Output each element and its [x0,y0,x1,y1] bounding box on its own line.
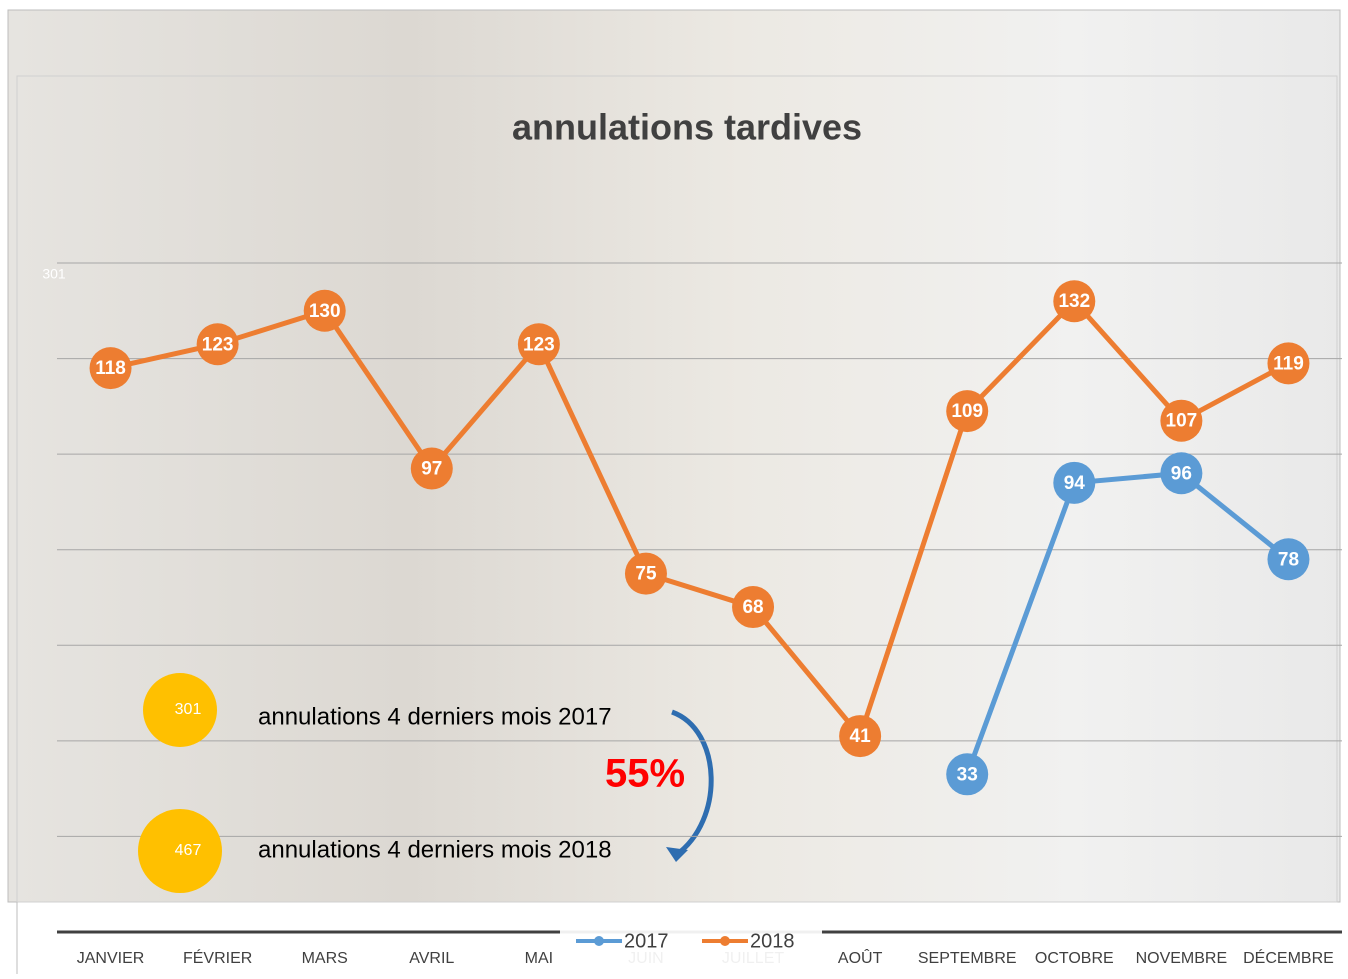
annotation-bubble [143,673,217,747]
x-tick-label: NOVEMBRE [1136,950,1228,967]
data-point [89,347,132,390]
data-point [946,390,989,433]
data-point [1053,461,1096,504]
data-point [1267,342,1310,385]
annotation: annulations 4 derniers mois 2018 [258,836,612,863]
data-label: 94 [1064,473,1086,494]
data-point [517,323,560,366]
data-label: 123 [523,334,555,355]
data-point [946,753,989,796]
data-label: 97 [421,458,442,479]
x-tick-label: DÉCEMBRE [1243,948,1334,967]
data-label: 132 [1058,291,1090,312]
legend-label: 2017 [624,930,669,952]
annotation: 467 [175,842,202,859]
x-tick-label: JANVIER [77,950,145,967]
data-label: 109 [951,401,983,422]
arrow [671,709,714,858]
data-point [410,447,453,490]
data-point [1053,280,1096,323]
plot-background [7,9,1341,903]
chart-title: annulations tardives [512,107,862,148]
x-tick-label: AVRIL [409,950,454,967]
legend-label: 2018 [750,930,795,952]
legend-marker [594,936,604,946]
data-label: 96 [1171,463,1192,484]
x-tick-label: FÉVRIER [183,948,252,967]
data-label: 123 [202,334,234,355]
data-point [1267,538,1310,581]
data-label: 75 [635,564,657,585]
annotation: 55% [605,752,685,796]
legend-box [560,924,822,968]
data-label: 41 [850,726,872,747]
annotation: annulations 4 derniers mois 2017 [258,703,612,730]
legend-marker [720,936,730,946]
data-label: 68 [742,597,763,618]
x-tick-label: MAI [525,950,553,967]
data-point [303,289,346,332]
annotation: 301 [42,266,66,282]
data-point [732,586,775,629]
data-label: 118 [95,358,126,379]
data-point [196,323,239,366]
x-tick-label: MARS [302,950,348,967]
x-tick-label: SEPTEMBRE [918,950,1017,967]
data-label: 78 [1278,549,1299,570]
annotation: 301 [175,701,202,718]
x-tick-label: OCTOBRE [1035,950,1114,967]
data-label: 119 [1273,353,1304,374]
data-point [1160,399,1203,442]
plot-frame [16,75,1338,903]
data-label: 107 [1166,411,1198,432]
series-line [964,470,1291,776]
arrow-head [666,847,688,862]
data-point [624,552,667,595]
data-point [839,715,882,758]
data-point [1160,452,1203,495]
annotation-bubble [138,809,222,893]
x-tick-label: AOÛT [838,948,883,967]
data-label: 130 [309,301,341,322]
data-label: 33 [957,764,978,785]
